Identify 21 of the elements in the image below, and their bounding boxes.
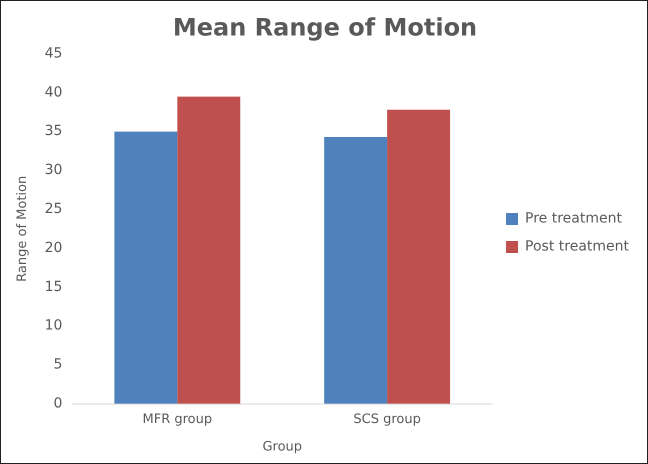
bar [114, 132, 178, 404]
bar [177, 96, 240, 404]
y-tick-label: 0 [53, 395, 62, 412]
y-tick-label: 40 [44, 84, 62, 100]
y-tick-label: 30 [44, 162, 62, 178]
y-tick-label: 35 [44, 123, 62, 140]
y-tick-label: 10 [44, 318, 62, 334]
y-tick-label: 5 [53, 356, 62, 373]
x-tick-label: MFR group [142, 412, 212, 427]
x-tick-label: SCS group [353, 412, 421, 427]
legend-label: Post treatment [525, 238, 630, 255]
y-tick-label: 25 [44, 200, 62, 217]
y-tick-label: 45 [44, 45, 62, 62]
y-tick-label: 15 [44, 278, 62, 295]
y-tick-label: 20 [44, 240, 62, 256]
y-axis-title: Range of Motion [15, 176, 30, 282]
x-axis-title: Group [262, 440, 302, 455]
bar [324, 137, 388, 404]
chart-title: Mean Range of Motion [172, 14, 478, 42]
legend-label: Pre treatment [525, 210, 622, 227]
bar [387, 110, 450, 404]
